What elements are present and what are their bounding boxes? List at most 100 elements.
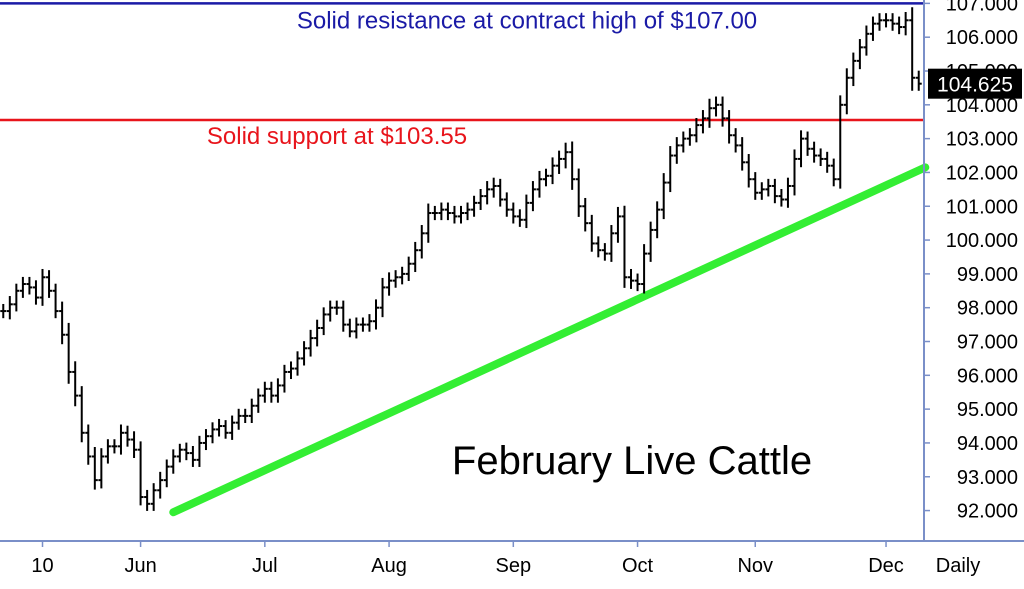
ohlc-bar <box>837 95 844 189</box>
ohlc-bar <box>216 418 223 437</box>
ohlc-bar <box>699 110 706 134</box>
ohlc-bar <box>157 471 164 499</box>
ohlc-bar <box>667 146 674 193</box>
ohlc-bar <box>346 318 353 338</box>
x-axis: 10 Jun Jul Aug Sep Oct Nov Dec Daily <box>0 540 1024 577</box>
y-tick-label: 106.000 <box>946 27 1018 49</box>
ohlc-bar <box>484 181 491 205</box>
ohlc-bar <box>510 202 517 224</box>
uptrend-line <box>169 163 930 517</box>
ohlc-bar <box>471 195 478 217</box>
ohlc-bar <box>372 299 379 330</box>
ohlc-bar <box>647 221 654 262</box>
y-tick-label: 97.000 <box>957 332 1018 354</box>
ohlc-bar <box>287 361 294 380</box>
ohlc-bar <box>412 241 419 273</box>
ohlc-bar <box>523 194 530 229</box>
ohlc-bar <box>660 173 667 220</box>
ohlc-bar <box>248 398 255 423</box>
ohlc-bar <box>189 445 196 467</box>
ohlc-bar <box>353 317 360 339</box>
ohlc-bar <box>104 439 111 464</box>
ohlc-bar <box>556 150 563 174</box>
ohlc-bar <box>170 449 177 474</box>
ohlc-bar <box>628 268 635 289</box>
ohlc-bar <box>529 181 536 212</box>
ohlc-bar <box>307 329 314 357</box>
ohlc-bar <box>425 203 432 243</box>
ohlc-bar <box>26 276 33 295</box>
ohlc-bar <box>131 431 138 458</box>
y-tick-label: 95.000 <box>957 399 1018 421</box>
ohlc-bar <box>222 420 229 439</box>
ohlc-bar <box>176 443 183 463</box>
ohlc-bar <box>209 422 216 444</box>
ohlc-bar <box>575 168 582 217</box>
ohlc-bar <box>366 314 373 332</box>
ohlc-bar <box>778 189 785 207</box>
ohlc-bar <box>601 243 608 261</box>
ohlc-bar <box>117 424 124 455</box>
ohlc-bar <box>588 214 595 252</box>
ohlc-bar <box>758 182 765 200</box>
ohlc-bar <box>784 177 791 208</box>
ohlc-bar <box>85 424 92 465</box>
ohlc-bar <box>464 202 471 221</box>
ohlc-bar <box>817 148 824 167</box>
ohlc-bar <box>569 141 576 190</box>
ohlc-bar <box>32 280 39 305</box>
ohlc-bar <box>46 270 53 298</box>
ohlc-bar <box>13 283 20 312</box>
ohlc-bar <box>477 189 484 210</box>
ohlc-bar <box>804 131 811 156</box>
x-tick-label: 10 <box>31 555 53 577</box>
ohlc-bar <box>902 12 909 36</box>
ohlc-bar <box>876 13 883 31</box>
ohlc-bar <box>680 131 687 153</box>
ohlc-bar <box>634 273 641 292</box>
ohlc-bar <box>909 7 916 91</box>
y-tick-label: 100.000 <box>946 230 1018 252</box>
ohlc-bar <box>543 168 550 187</box>
ohlc-bar <box>6 296 13 320</box>
ohlc-bar <box>418 225 425 259</box>
ohlc-bar <box>693 118 700 143</box>
x-tick-label: Sep <box>496 555 532 577</box>
ohlc-bar <box>830 158 837 187</box>
ohlc-bar <box>144 489 151 511</box>
ohlc-bar <box>719 96 726 127</box>
ohlc-bar <box>255 388 262 413</box>
y-tick-label: 92.000 <box>957 501 1018 523</box>
ohlc-bar <box>503 192 510 217</box>
ohlc-bar <box>235 408 242 430</box>
ohlc-bar <box>608 225 615 262</box>
ohlc-bar <box>811 141 818 163</box>
ohlc-bar <box>183 442 190 461</box>
ohlc-bar <box>726 110 733 144</box>
x-tick-label: Oct <box>622 555 654 577</box>
ohlc-bar <box>850 52 857 87</box>
ohlc-bar <box>706 98 713 128</box>
last-price-label: 104.625 <box>937 74 1013 97</box>
ohlc-bar <box>202 429 209 451</box>
ohlc-bar <box>274 378 281 403</box>
ohlc-bar <box>150 483 157 511</box>
ohlc-bar <box>392 270 399 288</box>
y-axis: 92.000 93.000 94.000 95.000 96.000 97.000 98.0… <box>923 0 1022 541</box>
x-tick-label: Jul <box>252 555 278 577</box>
ohlc-bar <box>889 13 896 31</box>
y-tick-label: 102.000 <box>946 162 1018 184</box>
ohlc-bar <box>732 128 739 153</box>
y-tick-label: 94.000 <box>957 433 1018 455</box>
ohlc-bar <box>405 256 412 281</box>
ohlc-bar <box>196 435 203 467</box>
ohlc-bar <box>359 317 366 332</box>
ohlc-bar <box>798 130 805 168</box>
ohlc-bar <box>124 425 131 447</box>
ohlc-bar <box>78 386 85 443</box>
ohlc-bar <box>490 177 497 198</box>
frequency-label: Daily <box>936 555 980 577</box>
ohlc-bar <box>137 441 144 506</box>
